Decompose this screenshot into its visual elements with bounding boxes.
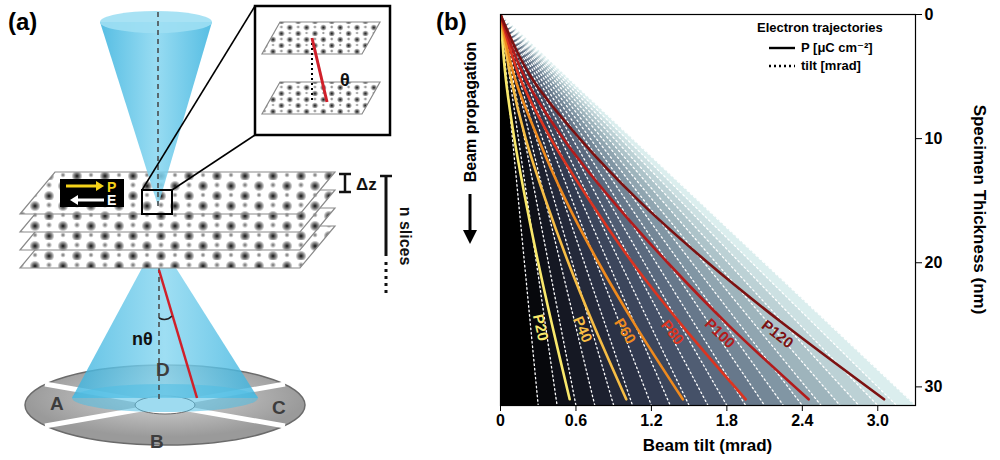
svg-text:P40: P40: [570, 314, 596, 345]
svg-text:P20: P20: [530, 312, 553, 342]
svg-text:Δz: Δz: [356, 175, 377, 194]
svg-text:n slices: n slices: [397, 207, 414, 266]
svg-text:Beam tilt (mrad): Beam tilt (mrad): [643, 436, 772, 455]
svg-text:20: 20: [925, 254, 943, 271]
svg-text:B: B: [150, 431, 164, 452]
svg-text:D: D: [156, 359, 170, 380]
svg-text:30: 30: [925, 378, 943, 395]
svg-text:θ: θ: [340, 70, 350, 90]
svg-text:0: 0: [925, 6, 934, 23]
svg-text:3.0: 3.0: [867, 412, 889, 429]
svg-text:P60: P60: [611, 315, 639, 347]
svg-text:0.6: 0.6: [565, 412, 587, 429]
svg-text:P80: P80: [658, 316, 688, 347]
svg-text:C: C: [272, 397, 286, 418]
svg-text:2.4: 2.4: [791, 412, 813, 429]
svg-text:Beam propagation: Beam propagation: [462, 42, 479, 182]
svg-text:Electron trajectories: Electron trajectories: [757, 20, 883, 35]
svg-text:1.8: 1.8: [716, 412, 738, 429]
svg-text:tilt [mrad]: tilt [mrad]: [801, 58, 861, 73]
svg-text:nθ: nθ: [132, 329, 153, 349]
svg-text:(a): (a): [8, 8, 37, 35]
svg-text:Specimen Thickness (nm): Specimen Thickness (nm): [970, 105, 989, 315]
svg-text:0: 0: [496, 412, 505, 429]
svg-text:P120: P120: [759, 316, 797, 351]
svg-text:10: 10: [925, 130, 943, 147]
svg-text:P: P: [107, 179, 117, 195]
svg-text:(b): (b): [436, 8, 467, 35]
svg-text:P [μC cm⁻²]: P [μC cm⁻²]: [801, 40, 873, 55]
svg-text:A: A: [50, 393, 64, 414]
svg-text:1.2: 1.2: [640, 412, 662, 429]
svg-text:P100: P100: [702, 315, 739, 352]
svg-text:E: E: [107, 192, 116, 208]
